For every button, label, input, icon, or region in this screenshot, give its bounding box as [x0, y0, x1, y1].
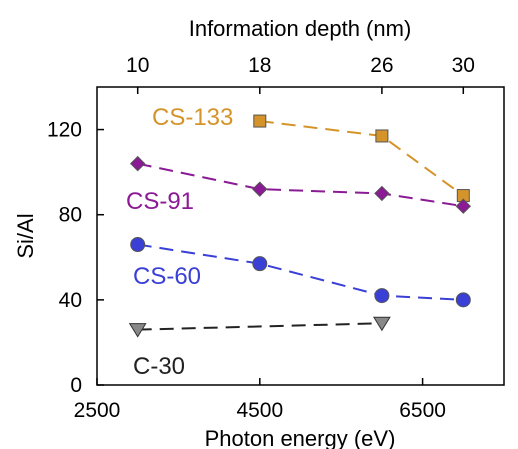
y-axis-label: Si/Al: [13, 213, 38, 258]
series-line-cs-60: [137, 243, 464, 301]
data-point-cs-60: [130, 237, 146, 253]
data-point-cs-60: [374, 288, 390, 304]
x-tick-label: 4500: [236, 399, 283, 422]
x-tick-label: 6500: [399, 399, 446, 422]
series-label-cs-60: CS-60: [133, 263, 201, 290]
top-axis-ticks: 10 18 26 30: [126, 54, 475, 94]
y-tick-label: 80: [59, 204, 82, 227]
y-tick-label: 0: [70, 374, 82, 397]
data-point-c-30: [373, 316, 391, 332]
y-tick-label: 120: [47, 119, 82, 142]
top-tick-label: 10: [126, 54, 149, 77]
data-point-cs-91: [374, 185, 390, 202]
top-tick-label: 18: [248, 54, 271, 77]
x-axis-ticks: 2500 4500 6500: [74, 378, 446, 422]
series-line-cs-133: [259, 120, 464, 197]
data-point-cs-133: [375, 129, 389, 143]
series-label-cs-133: CS-133: [152, 104, 233, 131]
data-point-cs-133: [253, 114, 267, 128]
x-tick-label: 2500: [74, 399, 121, 422]
x-axis-label: Photon energy (eV): [205, 426, 396, 449]
series-line-c-30: [137, 322, 382, 331]
y-axis-ticks: 0 40 80 120: [47, 119, 104, 397]
series-group: [128, 114, 472, 338]
data-point-cs-91: [252, 181, 268, 197]
series-label-cs-91: CS-91: [126, 188, 194, 215]
data-point-c-30: [128, 323, 147, 338]
plot-frame: [96, 86, 505, 386]
series-line-cs-91: [137, 162, 464, 208]
data-point-cs-91: [455, 198, 472, 214]
series-labels: CS-133 CS-91 CS-60 C-30: [126, 104, 233, 380]
data-point-cs-60: [252, 256, 268, 272]
top-axis-label: Information depth (nm): [189, 16, 412, 41]
y-tick-label: 40: [59, 289, 82, 312]
series-label-c-30: C-30: [133, 353, 185, 380]
data-point-cs-91: [129, 155, 146, 172]
top-tick-label: 30: [452, 54, 475, 77]
data-point-cs-60: [455, 292, 471, 308]
top-tick-label: 26: [370, 54, 393, 77]
